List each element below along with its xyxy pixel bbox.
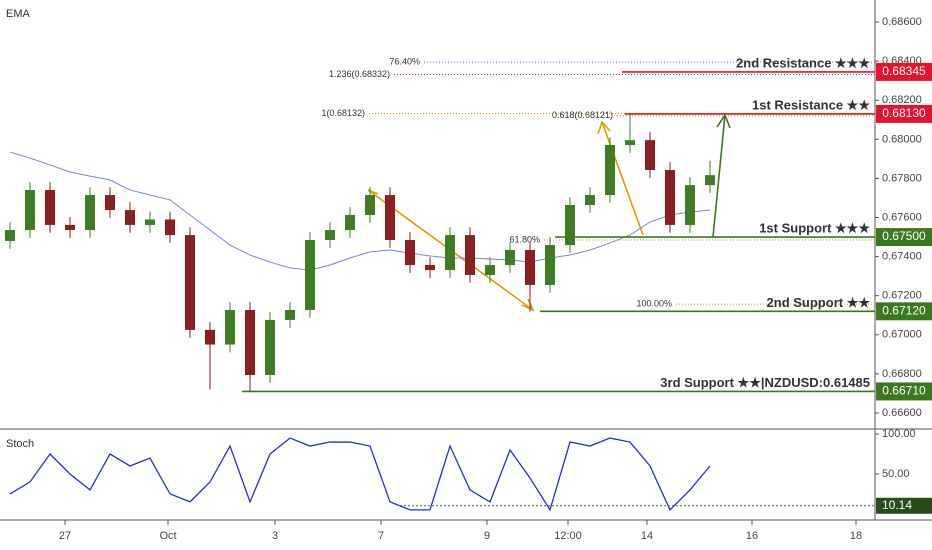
arrow-head: [597, 120, 611, 135]
candle-body: [625, 140, 635, 146]
fib-label: 1(0.68132): [321, 108, 365, 118]
candle-body: [425, 265, 435, 271]
y-tick-label: 0.66800: [882, 368, 922, 380]
y-tick-label: 0.67600: [882, 211, 922, 223]
candle-body: [445, 235, 455, 271]
level-value: 0.66710: [882, 384, 926, 398]
x-tick-label: 12:00: [554, 530, 582, 542]
level-value: 10.14: [882, 498, 912, 512]
y-tick-label: 0.67200: [882, 290, 922, 302]
fib-label: 0.618(0.68121): [552, 110, 613, 120]
candle-body: [145, 219, 155, 225]
candle-body: [685, 185, 695, 225]
level-name: 2nd Support ★★: [767, 295, 871, 310]
candle-body: [565, 205, 575, 246]
y-tick-label: 0.68000: [882, 133, 922, 145]
candle-body: [225, 309, 235, 345]
candle-body: [545, 245, 555, 285]
level-box: [876, 228, 932, 247]
y-tick-label: 100.00: [882, 428, 916, 440]
candle-body: [85, 195, 95, 231]
candle-body: [45, 189, 55, 225]
candle-body: [65, 224, 75, 231]
level-box: [876, 497, 932, 514]
y-tick-label: 50.00: [882, 468, 910, 480]
x-tick-label: 18: [850, 530, 862, 542]
x-tick-label: Oct: [159, 530, 176, 542]
level-box: [876, 62, 932, 81]
level-value: 0.68130: [882, 106, 926, 120]
candle-body: [265, 319, 275, 376]
candle-body: [465, 235, 475, 275]
level-name: 2nd Resistance ★★★: [736, 55, 870, 70]
candle-body: [645, 140, 655, 171]
candle-body: [5, 230, 15, 241]
candle-body: [525, 249, 535, 285]
candle-body: [665, 170, 675, 225]
candle-body: [325, 230, 335, 240]
fib-label: 61.80%: [509, 234, 540, 244]
arrow-head: [716, 113, 731, 129]
level-value: 0.67500: [882, 229, 926, 243]
candle-body: [705, 175, 715, 186]
candle-body: [605, 145, 615, 196]
level-box: [876, 302, 932, 321]
x-tick-label: 27: [59, 530, 71, 542]
fib-label: 1.236(0.68332): [329, 69, 390, 79]
level-name: 1st Resistance ★★: [752, 97, 870, 112]
level-name: 3rd Support ★★|NZDUSD:0.61485: [660, 375, 870, 390]
candle-body: [165, 219, 175, 236]
y-tick-label: 0.67000: [882, 329, 922, 341]
x-tick-label: 16: [746, 530, 758, 542]
y-tick-label: 0.67400: [882, 251, 922, 263]
y-tick-label: 0.67800: [882, 172, 922, 184]
level-box: [876, 104, 932, 123]
candle-body: [385, 195, 395, 240]
fib-label: 100.00%: [636, 298, 672, 308]
level-name: 1st Support ★★★: [759, 220, 870, 235]
y-tick-label: 0.68600: [882, 16, 922, 28]
indicator-label: EMA: [6, 8, 31, 20]
y-tick-label: 0.68200: [882, 94, 922, 106]
candle-body: [485, 265, 495, 275]
x-tick-label: 14: [641, 530, 653, 542]
level-box: [876, 382, 932, 401]
x-tick-label: 3: [272, 530, 278, 542]
projection-arrow: [712, 114, 726, 238]
indicator-label: Stoch: [6, 438, 34, 450]
candle-body: [245, 309, 255, 376]
candle-body: [585, 195, 595, 206]
candle-body: [105, 195, 115, 211]
candle-body: [25, 189, 35, 231]
candle-body: [505, 249, 515, 266]
candle-body: [125, 210, 135, 225]
level-value: 0.68345: [882, 64, 926, 78]
candle-body: [305, 239, 315, 310]
candle-body: [205, 329, 215, 345]
candle-body: [365, 195, 375, 215]
candle-body: [185, 235, 195, 330]
candle-body: [405, 239, 415, 266]
ema-line: [9, 151, 711, 271]
candle-body: [345, 214, 355, 231]
x-tick-label: 9: [484, 530, 490, 542]
candle-body: [285, 309, 295, 320]
x-tick-label: 7: [378, 530, 384, 542]
pattern-arrow: [601, 121, 644, 236]
level-value: 0.67120: [882, 303, 926, 317]
fib-label: 76.40%: [389, 57, 420, 67]
y-tick-label: 0.66600: [882, 407, 922, 419]
stoch-line: [9, 437, 711, 512]
